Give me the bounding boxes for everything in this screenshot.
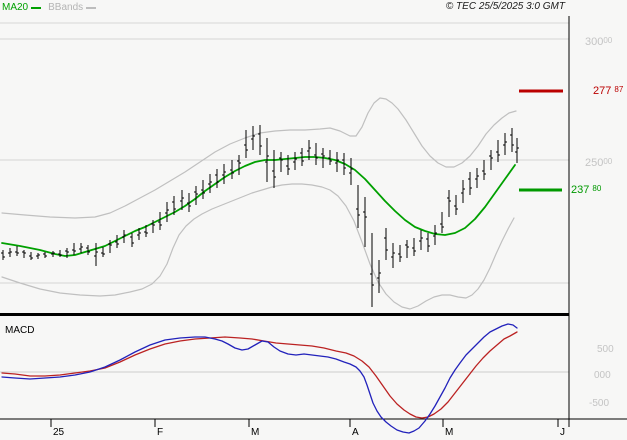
x-axis-month-label: J (560, 427, 565, 438)
timestamp: © TEC 25/5/2025 3:0 GMT (445, 1, 565, 12)
x-axis-month-label: M (251, 427, 260, 438)
ma20-line (1, 156, 516, 257)
ma20-legend-label: MA20 (2, 2, 29, 13)
bollinger-upper-band (1, 97, 517, 219)
price-level-label: 237 80 (571, 184, 602, 196)
x-axis-month-label: M (445, 427, 454, 438)
price-scale-label: 30000 (585, 36, 613, 48)
legend: MA20 BBands (2, 1, 97, 15)
bollinger-lower-band (1, 183, 515, 310)
macd-scale-label: -500 (589, 398, 610, 409)
x-axis-month-label: F (157, 427, 164, 438)
price-level-label: 277 87 (593, 85, 624, 97)
bbands-legend-swatch-icon (86, 7, 97, 9)
macd-line (1, 323, 518, 434)
ma20-legend-swatch-icon (31, 7, 42, 9)
bbands-legend-label: BBands (48, 2, 84, 13)
macd-scale-label: 000 (594, 370, 611, 381)
macd-scale-label: 500 (597, 344, 614, 355)
macd-panel-label: MACD (5, 325, 35, 336)
macd-signal-line (1, 331, 518, 419)
price-scale-label: 25000 (585, 157, 613, 169)
x-axis-month-label: A (352, 427, 359, 438)
x-axis-month-label: 25 (53, 427, 65, 438)
